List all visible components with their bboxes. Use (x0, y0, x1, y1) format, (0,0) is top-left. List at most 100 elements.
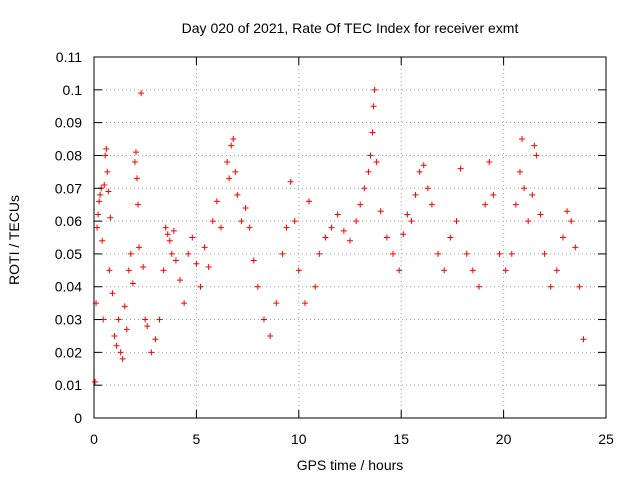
data-point (291, 218, 298, 225)
data-point (559, 234, 566, 241)
data-point (396, 267, 403, 274)
data-point (316, 250, 323, 257)
data-point (152, 336, 159, 343)
data-point (96, 198, 103, 205)
chart-title: Day 020 of 2021, Rate Of TEC Index for r… (182, 20, 519, 36)
data-point (370, 103, 377, 110)
data-point (541, 250, 548, 257)
data-point (306, 198, 313, 205)
data-point (508, 250, 515, 257)
data-point (412, 191, 419, 198)
data-point (340, 227, 347, 234)
data-point (273, 300, 280, 307)
data-point (125, 267, 132, 274)
data-point (109, 290, 116, 297)
data-point (347, 237, 353, 244)
data-point (531, 142, 538, 149)
data-point (144, 323, 151, 330)
data-point (312, 283, 319, 290)
data-point (170, 227, 177, 234)
data-point (371, 86, 378, 93)
y-tick-label: 0 (74, 410, 82, 426)
data-point (230, 136, 237, 143)
data-point (295, 267, 302, 274)
data-point (105, 188, 112, 195)
data-point (580, 336, 587, 343)
data-point (357, 201, 364, 208)
y-tick-label: 0.03 (55, 312, 82, 328)
data-point (267, 332, 274, 339)
y-tick-label: 0.1 (63, 82, 83, 98)
data-point (135, 201, 142, 208)
data-point (162, 224, 169, 231)
data-point (94, 224, 101, 231)
data-point (568, 218, 575, 225)
data-point (97, 191, 104, 198)
data-point (383, 234, 390, 241)
data-point (400, 231, 407, 238)
data-point (424, 185, 431, 192)
data-point (490, 191, 497, 198)
data-point (201, 244, 208, 251)
data-point (334, 211, 341, 218)
data-point (516, 168, 523, 175)
data-point (353, 218, 360, 225)
data-point (537, 211, 544, 218)
data-point (132, 149, 139, 156)
data-point (420, 162, 427, 169)
data-point (129, 280, 136, 287)
data-point (441, 267, 448, 274)
data-point (92, 378, 99, 385)
y-tick-label: 0.02 (55, 344, 82, 360)
data-point (140, 264, 147, 271)
data-point (181, 300, 188, 307)
data-point (119, 355, 126, 362)
data-point (328, 224, 335, 231)
data-point (476, 283, 483, 290)
data-point (217, 224, 224, 231)
data-point (525, 218, 532, 225)
data-point (160, 267, 167, 274)
data-point (136, 244, 143, 251)
x-axis-title: GPS time / hours (297, 457, 404, 473)
data-point (226, 175, 233, 182)
data-point (197, 283, 204, 290)
data-point (279, 250, 286, 257)
data-point (106, 267, 113, 274)
data-point (572, 244, 579, 251)
data-point (322, 234, 329, 241)
x-tick-label: 0 (90, 431, 98, 447)
data-point (416, 168, 423, 175)
data-point (512, 201, 519, 208)
data-point (166, 237, 173, 244)
data-point (519, 136, 526, 143)
data-point (390, 250, 397, 257)
data-point (189, 234, 196, 241)
data-point (533, 152, 540, 159)
data-point (404, 211, 411, 218)
data-point (529, 191, 536, 198)
data-point (113, 342, 120, 349)
data-point (365, 168, 372, 175)
data-point (234, 191, 241, 198)
data-point (469, 267, 476, 274)
data-point (121, 303, 128, 310)
data-point (134, 175, 141, 182)
y-tick-label: 0.05 (55, 246, 82, 262)
data-point (260, 316, 267, 323)
data-point (168, 250, 175, 257)
data-point (102, 152, 109, 159)
data-point (95, 211, 102, 218)
data-point (553, 267, 560, 274)
data-point (177, 277, 184, 284)
data-point (107, 214, 114, 221)
data-point (435, 250, 442, 257)
data-point (172, 257, 179, 264)
data-point (246, 224, 253, 231)
y-tick-label: 0.08 (55, 147, 82, 163)
y-axis-title: ROTI / TECUs (6, 195, 22, 285)
data-point (115, 316, 122, 323)
data-point (576, 283, 583, 290)
data-point (101, 181, 108, 188)
